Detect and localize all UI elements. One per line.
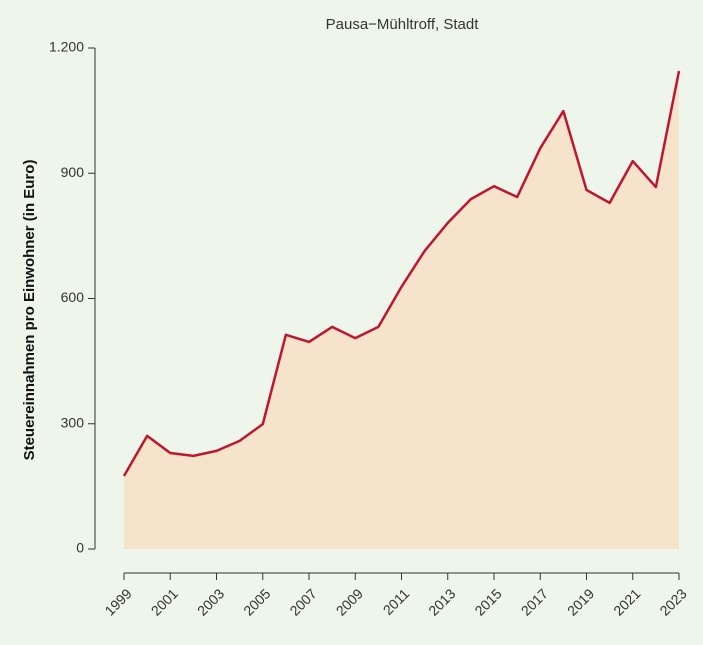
y-tick-label: 300 <box>61 414 85 430</box>
area-fill <box>124 70 679 550</box>
y-tick-label: 1.200 <box>49 39 84 55</box>
line <box>122 70 681 477</box>
y-tick-label: 600 <box>61 289 85 305</box>
y-tick-label: 0 <box>76 540 84 556</box>
y-tick-label: 900 <box>61 164 85 180</box>
chart-title: Pausa−Mühltroff, Stadt <box>326 16 480 33</box>
y-axis-label: Steuereinnahmen pro Einwohner (in Euro) <box>21 160 38 461</box>
